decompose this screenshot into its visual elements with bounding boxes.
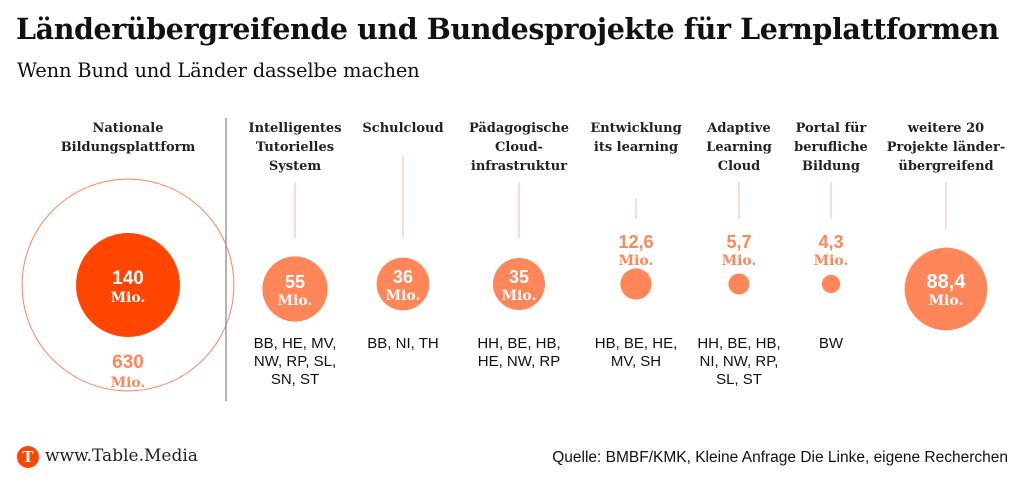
chart-title: Länderübergreifende und Bundesprojekte f… <box>16 12 999 46</box>
bubble-nationale-bildungsplattform <box>76 233 180 337</box>
states-label: NW, RP, SL, <box>254 353 336 370</box>
total-value-label: 630 <box>112 352 144 373</box>
category-label: Bildungsplattform <box>61 140 196 155</box>
states-label: MV, SH <box>611 353 661 370</box>
category-label: Adaptive <box>706 121 770 136</box>
unit-label: Mio. <box>111 290 146 306</box>
states-label: HH, BE, HB, <box>477 335 560 352</box>
category-label: its learning <box>594 140 678 155</box>
category-label: Portal für <box>796 121 867 136</box>
value-label: 4,3 <box>818 232 843 252</box>
category-label: Nationale <box>92 121 163 136</box>
states-label: NI, NW, RP, <box>700 353 779 370</box>
states-label: SN, ST <box>271 371 319 388</box>
category-label: Cloud <box>718 159 761 174</box>
states-label: BW <box>819 335 844 352</box>
footer-source: Quelle: BMBF/KMK, Kleine Anfrage Die Lin… <box>552 449 1008 466</box>
category-label: Projekte länder- <box>887 140 1006 155</box>
category-label: Learning <box>706 140 772 155</box>
value-label: 55 <box>285 272 305 292</box>
bubble <box>821 274 841 294</box>
category-label: Intelligentes <box>248 121 341 136</box>
category-label: übergreifend <box>898 159 993 174</box>
states-label: BB, HE, MV, <box>254 335 337 352</box>
bubble <box>728 273 750 295</box>
category-label: Bildung <box>802 159 860 174</box>
total-budget-circle <box>21 178 235 392</box>
category-label: Tutorielles <box>256 140 334 155</box>
category-label: Entwicklung <box>590 121 681 136</box>
states-label: BB, NI, TH <box>367 335 438 352</box>
unit-label: Mio. <box>722 253 757 269</box>
table-media-logo-icon: T <box>17 446 39 468</box>
bubble <box>493 258 545 310</box>
footer-site-link[interactable]: www.Table.Media <box>45 446 198 466</box>
states-label: HH, BE, HB, <box>697 335 780 352</box>
total-unit-label: Mio. <box>111 375 146 391</box>
unit-label: Mio. <box>619 253 654 269</box>
category-label: infrastruktur <box>471 159 567 174</box>
unit-label: Mio. <box>386 288 421 304</box>
category-label: Pädagogische <box>469 121 569 136</box>
unit-label: Mio. <box>278 293 313 309</box>
category-label: System <box>269 159 322 174</box>
chart-subtitle: Wenn Bund und Länder dasselbe machen <box>17 59 420 82</box>
bubble <box>262 256 328 322</box>
bubble <box>620 268 652 300</box>
value-label: 140 <box>112 268 144 289</box>
states-label: HE, NW, RP <box>478 353 561 370</box>
category-label: Schulcloud <box>362 121 443 136</box>
unit-label: Mio. <box>814 253 849 269</box>
unit-label: Mio. <box>929 293 964 309</box>
unit-label: Mio. <box>502 288 537 304</box>
value-label: 5,7 <box>726 232 751 252</box>
value-label: 88,4 <box>927 271 967 293</box>
value-label: 35 <box>509 267 529 287</box>
category-label: weitere 20 <box>907 121 984 136</box>
category-label: Cloud- <box>495 140 543 155</box>
value-label: 36 <box>393 267 413 287</box>
states-label: HB, BE, HE, <box>595 335 678 352</box>
value-label: 12,6 <box>618 232 653 252</box>
bubble <box>376 257 430 311</box>
bubble <box>904 247 988 331</box>
category-label: berufliche <box>794 140 868 155</box>
states-label: SL, ST <box>716 371 762 388</box>
